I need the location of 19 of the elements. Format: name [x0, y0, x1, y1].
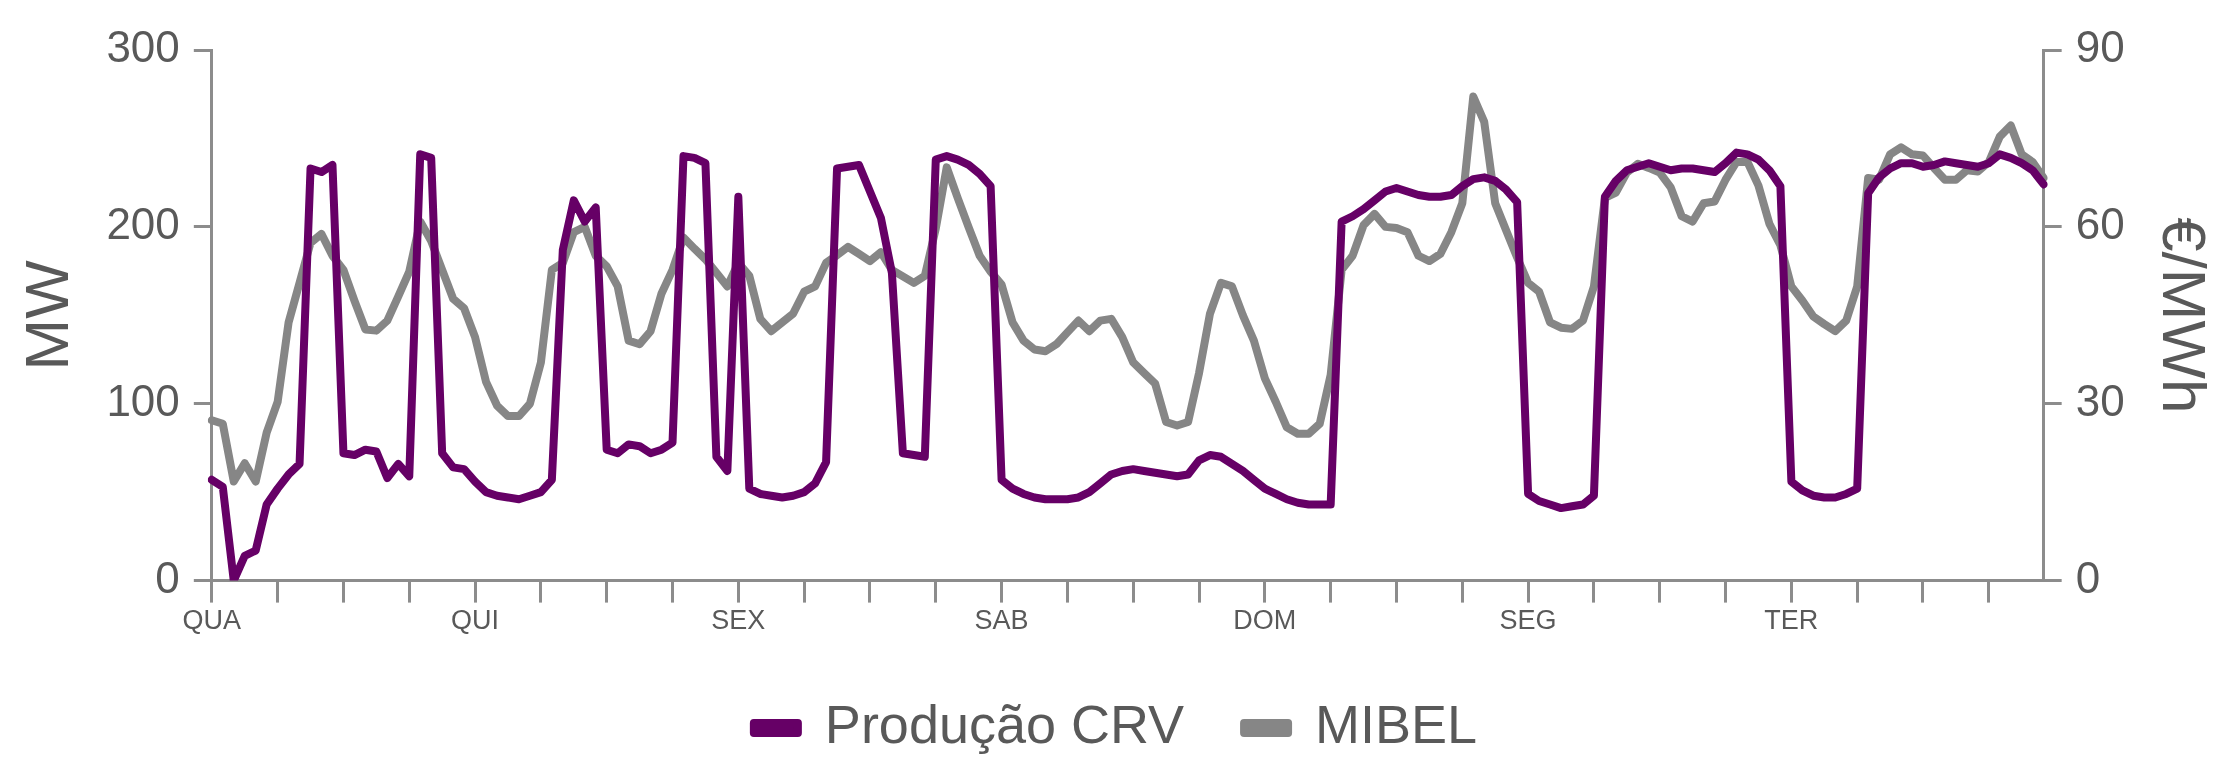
y2-tick-label: 90 — [2075, 22, 2125, 72]
x-tick-label: QUA — [182, 605, 242, 636]
y-tick-label: 200 — [106, 199, 180, 249]
y-tick-label: 100 — [106, 375, 180, 425]
y-tick-label: 300 — [106, 22, 180, 72]
x-tick-label: QUI — [451, 605, 500, 636]
y-axis-title: MW — [12, 259, 82, 371]
x-tick-label: DOM — [1233, 605, 1297, 636]
y2-tick-label: 30 — [2075, 375, 2125, 425]
y2-tick-label: 60 — [2075, 199, 2125, 249]
legend-label: Produção CRV — [824, 693, 1185, 754]
legend-label: MIBEL — [1315, 693, 1478, 754]
x-tick-label: TER — [1764, 605, 1819, 636]
y2-axis-title: €/MWh — [2149, 217, 2219, 414]
x-tick-label: SEX — [711, 605, 766, 636]
y2-tick-label: 0 — [2075, 552, 2101, 602]
x-tick-label: SEG — [1499, 605, 1557, 636]
y-tick-label: 0 — [155, 552, 180, 602]
x-tick-label: SAB — [974, 605, 1029, 636]
